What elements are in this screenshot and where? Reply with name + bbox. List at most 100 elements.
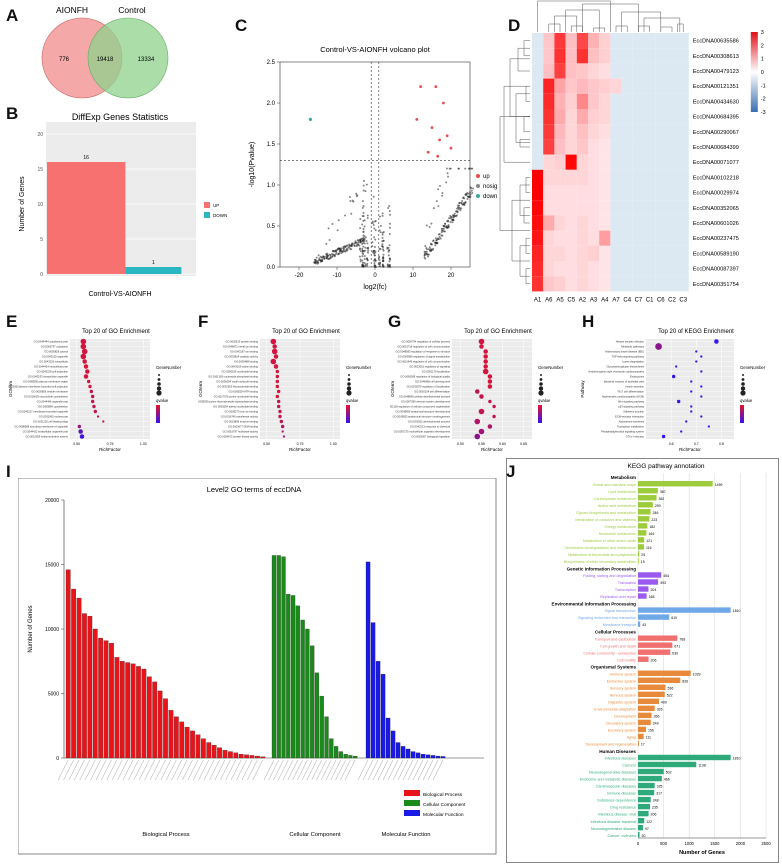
pathway-bar [638,523,648,529]
nosig-point [361,200,364,203]
heatmap-cell [677,261,689,277]
pathway-bar [638,768,664,775]
x-axis-label: RichFactor [99,447,121,452]
term-label-stub [79,759,90,781]
enrichment-dot [85,369,90,374]
pathway-bar [638,831,640,838]
enrichment-dot [278,414,282,419]
go-bar [430,755,436,759]
x-tick-label: 1500 [710,841,720,846]
up-point [426,150,430,154]
nosig-point [423,256,426,259]
heatmap-cell [610,48,622,64]
column-dendrogram-branch [643,17,681,32]
heatmap-cell [632,63,644,79]
panel-label-c: C [235,16,248,35]
heatmap-cell [644,124,656,140]
heatmap-cell [543,124,555,140]
go-bar [365,561,371,759]
pathway-value: 206 [651,813,657,817]
heatmap-cell [599,276,611,292]
nosig-point [447,225,450,228]
legend-dot [476,194,480,198]
heatmap-cell [677,139,689,155]
term-label-stub [85,759,96,781]
nosig-point [458,201,461,204]
y-tick-label: 0.5 [267,224,276,230]
enrichment-dot [89,389,94,394]
term-label: Phosphatidylinositol signaling system [601,430,644,434]
nosig-point [374,259,377,262]
heatmap-cell [621,139,633,155]
term-label-stub [95,759,107,781]
go-bar [71,588,76,759]
enrichment-dot [661,434,666,439]
term-label: GO:0032553 ribonucleotide binding [217,385,258,389]
nosig-point [379,224,382,227]
nosig-point [373,236,376,239]
pathway-bar [638,502,653,508]
enrichment-dot [690,390,693,393]
nosig-point [427,255,430,258]
heatmap-cell [599,261,611,277]
go-enrichment-dotplot-f: Top 20 of GO Enrichment 0.50 0.75 1.00 GO:00… [198,329,372,452]
nosig-point [362,227,365,230]
go-bar [65,569,71,759]
nosig-point [374,238,377,241]
group-label: Cellular Component [289,832,341,838]
nosig-point [386,263,389,266]
go-bar [370,622,376,759]
nosig-point [356,239,359,242]
row-label: EccDNA00434630 [693,99,739,105]
heatmap-cell [666,215,678,231]
nosig-point [342,245,345,248]
panel-frame [506,458,779,863]
heatmap-cell [565,139,577,155]
enrichment-dot [680,430,683,433]
nosig-point [389,258,392,261]
chart-title: Level2 GO terms of eccDNA [207,485,302,494]
heatmap-cell [543,245,555,261]
enrichment-dot [275,394,280,399]
nosig-point [359,247,362,250]
row-label: EccDNA00121351 [693,84,739,90]
nosig-point [468,195,471,198]
enrichment-dot [483,349,488,354]
scale-tick-label: -1 [761,83,766,89]
go-bar [173,716,179,759]
panel-label-g: G [388,312,402,331]
x-axis-label: RichFactor [289,447,311,452]
term-label-stub [372,759,384,781]
pathway-value: 326 [657,707,663,711]
nosig-point [382,231,385,234]
term-label: GO:0016740 transferase activity [221,415,259,419]
enrichment-dot [700,415,703,418]
pathway-value: 25 [641,553,645,557]
nosig-point [445,225,448,228]
term-label-stub [74,759,85,781]
enrichment-dot [478,428,485,435]
enrichment-dot [707,425,711,428]
nosig-point [364,263,367,266]
heatmap-cell [632,109,644,125]
term-label: GO:0005856 vesicle membrane [31,390,68,394]
pathway-bar [638,572,662,578]
term-label: GO:0032879 regulation of localization [407,385,451,389]
heatmap-cell [655,124,667,140]
y-tick-label: 10000 [45,627,59,633]
row-dendrogram-branch [523,116,530,133]
pathway-label: Membrane transport [603,623,636,627]
heatmap-cell [621,109,633,125]
nosig-point [432,207,435,210]
term-label-stub [316,759,327,781]
nosig-point [434,244,437,247]
pathway-bar [638,712,652,719]
nosig-point [323,257,326,260]
term-label-stub [214,759,226,781]
nosig-point [354,240,357,243]
nosig-point [355,195,358,198]
pathway-label: Neurodegenerative disease [591,827,636,831]
heatmap-cell [610,261,622,277]
down-point [308,117,312,121]
heatmap-cell [554,124,566,140]
